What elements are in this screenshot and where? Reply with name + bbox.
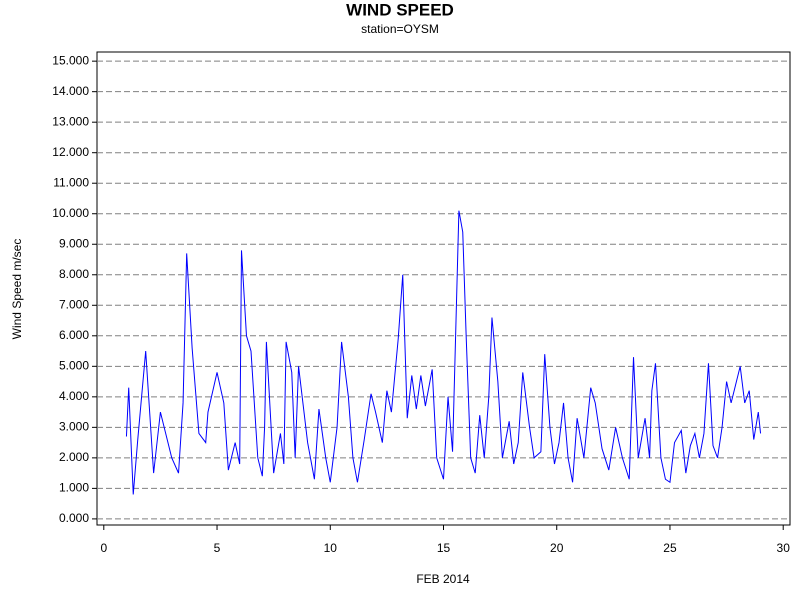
chart-title: WIND SPEED [346, 0, 454, 19]
plot-frame [96, 51, 791, 526]
y-axis-label: Wind Speed m/sec [10, 239, 24, 340]
y-tick-label: 2.000 [59, 450, 89, 464]
chart-subtitle: station=OYSM [361, 22, 439, 36]
y-tick-label: 14.000 [52, 84, 89, 98]
y-tick-label: 1.000 [59, 481, 89, 495]
y-tick-label: 15.000 [52, 53, 89, 67]
y-tick-label: 8.000 [59, 267, 89, 281]
y-tick-label: 7.000 [59, 297, 89, 311]
y-tick-label: 9.000 [59, 236, 89, 250]
x-tick-label: 10 [324, 541, 338, 555]
x-axis-label: FEB 2014 [416, 572, 470, 586]
y-tick-label: 12.000 [52, 145, 89, 159]
x-tick-label: 15 [437, 541, 451, 555]
x-tick-label: 20 [550, 541, 564, 555]
x-tick-label: 5 [214, 541, 221, 555]
y-tick-label: 10.000 [52, 206, 89, 220]
y-tick-label: 5.000 [59, 358, 89, 372]
y-tick-label: 4.000 [59, 389, 89, 403]
y-tick-label: 13.000 [52, 114, 89, 128]
data-line [125, 210, 762, 495]
x-tick-label: 30 [777, 541, 791, 555]
x-tick-label: 25 [663, 541, 677, 555]
y-tick-label: 11.000 [53, 175, 89, 189]
x-tick-label: 0 [100, 541, 107, 555]
y-tick-label: 6.000 [59, 328, 89, 342]
y-tick-label: 0.000 [59, 511, 89, 525]
y-tick-label: 3.000 [59, 420, 89, 434]
